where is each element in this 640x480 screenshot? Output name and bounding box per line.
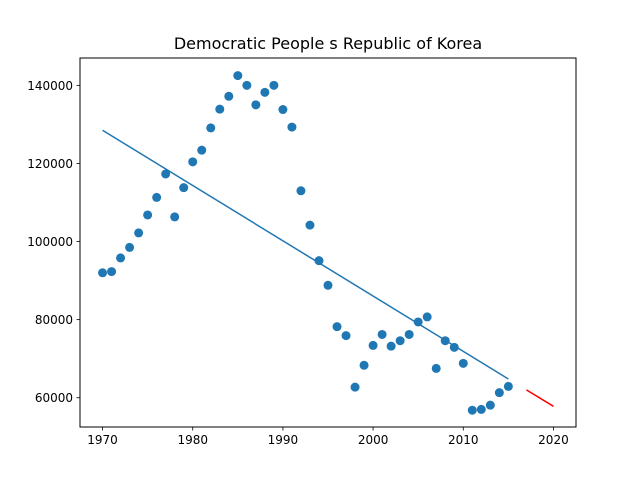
y-tick-label: 120000: [27, 157, 73, 171]
data-point: [206, 123, 216, 133]
x-tick-label: 2000: [358, 433, 389, 447]
data-point: [296, 186, 306, 196]
y-tick-label: 100000: [27, 235, 73, 249]
data-point: [395, 336, 405, 346]
data-point: [332, 322, 342, 332]
data-point: [224, 91, 234, 101]
data-point: [341, 331, 351, 341]
data-point: [458, 358, 468, 368]
data-point: [233, 71, 243, 81]
y-axis: 60000 80000 100000 120000 140000: [27, 79, 80, 405]
data-point: [503, 381, 513, 391]
data-point: [350, 382, 360, 392]
data-point: [269, 80, 279, 90]
data-point: [242, 80, 252, 90]
data-point: [251, 100, 261, 110]
y-tick-label: 80000: [35, 313, 73, 327]
data-point: [170, 212, 180, 222]
data-point: [422, 312, 432, 322]
axes-frame: [79, 57, 577, 428]
x-tick-label: 1970: [87, 433, 118, 447]
data-point: [287, 122, 297, 132]
data-point: [467, 405, 477, 415]
data-point: [494, 388, 504, 398]
plot-area: [98, 71, 554, 415]
trend-line: [102, 129, 509, 380]
x-axis: 1970 1980 1990 2000 2010 2020: [87, 427, 569, 447]
data-point: [134, 228, 144, 238]
data-point: [431, 363, 441, 373]
data-point: [215, 104, 225, 114]
data-point: [161, 169, 171, 179]
data-point: [359, 360, 369, 370]
data-point: [179, 183, 189, 193]
data-point: [116, 253, 126, 263]
data-point: [143, 210, 153, 220]
y-tick-label: 60000: [35, 391, 73, 405]
x-tick-label: 1990: [268, 433, 299, 447]
data-point: [278, 105, 288, 115]
forecast-line: [526, 389, 554, 407]
data-point: [125, 242, 135, 252]
data-point: [152, 192, 162, 202]
data-point: [188, 157, 198, 167]
data-point: [305, 220, 315, 230]
data-point: [314, 256, 324, 266]
chart-title: Democratic People s Republic of Korea: [174, 34, 482, 53]
data-point: [485, 400, 495, 410]
y-tick-label: 140000: [27, 79, 73, 93]
data-point: [323, 280, 333, 290]
data-point: [197, 145, 207, 155]
data-point: [404, 329, 414, 339]
x-tick-label: 2010: [448, 433, 479, 447]
x-tick-label: 1980: [177, 433, 208, 447]
data-point: [368, 340, 378, 350]
data-point: [98, 268, 108, 278]
data-point: [377, 329, 387, 339]
data-point: [476, 404, 486, 414]
data-point: [386, 341, 396, 351]
data-point: [260, 87, 270, 97]
data-point: [107, 267, 117, 277]
x-tick-label: 2020: [538, 433, 569, 447]
